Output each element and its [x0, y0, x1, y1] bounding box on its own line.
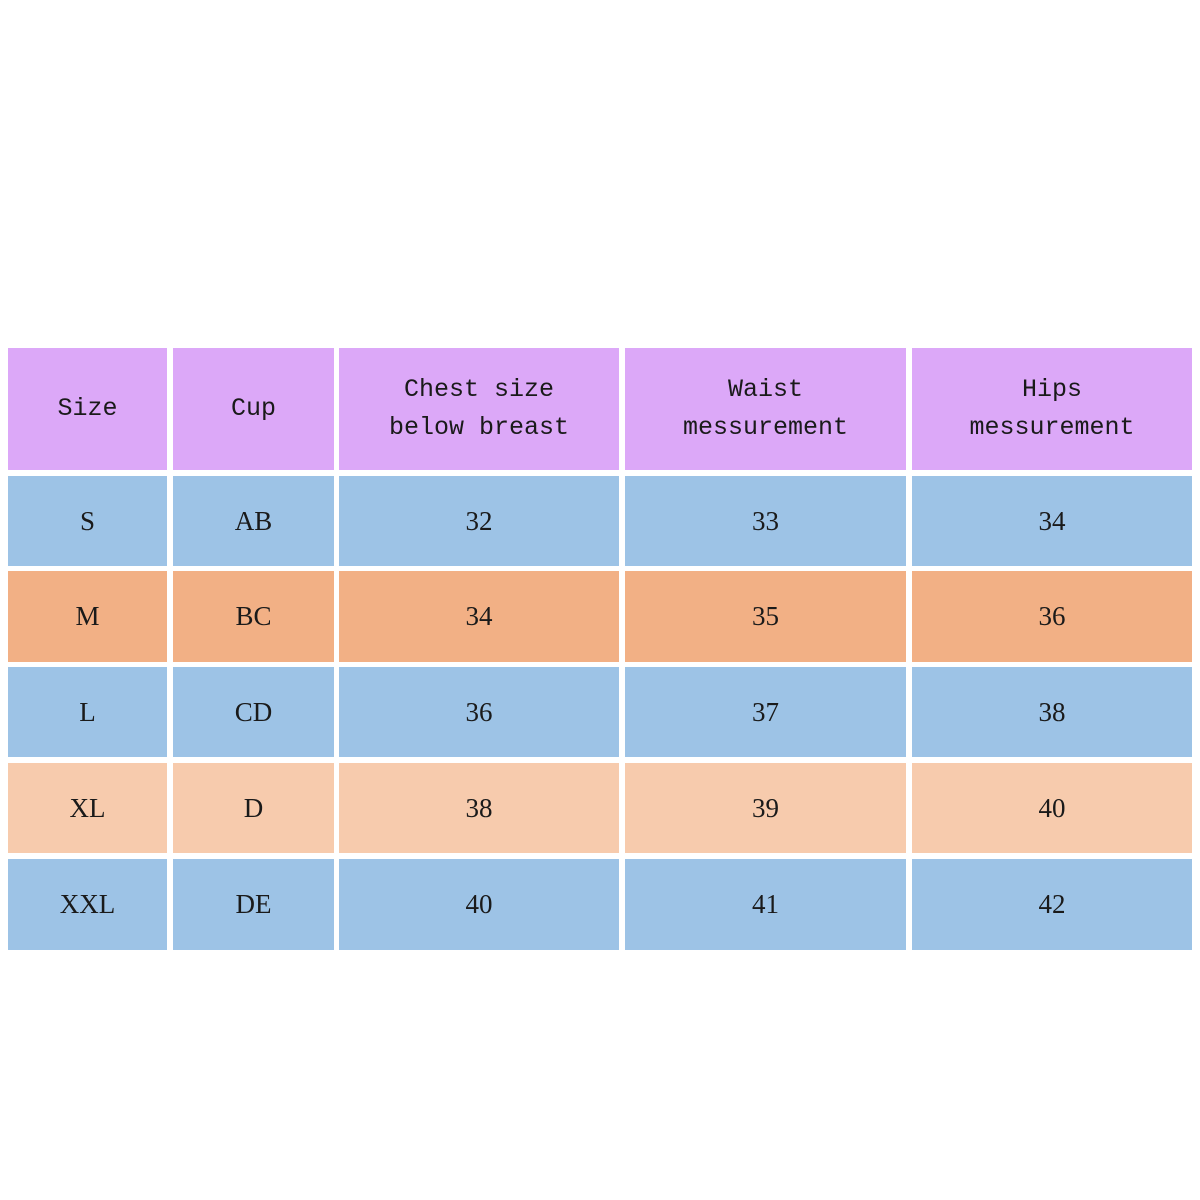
table-cell: 36 — [912, 571, 1192, 662]
table-cell: M — [8, 571, 167, 662]
table-cell: XXL — [8, 859, 167, 950]
table-cell: 39 — [625, 763, 906, 853]
table-cell: 35 — [625, 571, 906, 662]
header-text: Waist — [727, 375, 803, 404]
table-cell: 36 — [339, 667, 619, 757]
table-cell: 41 — [625, 859, 906, 950]
header-text: messurement — [682, 413, 849, 442]
header-text: messurement — [969, 413, 1135, 442]
header-text: Hips — [1021, 375, 1082, 404]
table-cell: BC — [173, 571, 334, 662]
table-cell: 32 — [339, 476, 619, 566]
table-cell: DE — [173, 859, 334, 950]
header-cell: Cup — [173, 348, 334, 470]
table-cell: D — [173, 763, 334, 853]
table-cell: L — [8, 667, 167, 757]
header-text: Size — [57, 394, 118, 423]
table-cell: AB — [173, 476, 334, 566]
header-text: Cup — [230, 394, 276, 423]
table-cell: 40 — [339, 859, 619, 950]
header-cell: Chest size below breast — [339, 348, 619, 470]
header-text: below breast — [388, 413, 570, 442]
table-cell: 34 — [912, 476, 1192, 566]
table-cell: XL — [8, 763, 167, 853]
table-cell: 37 — [625, 667, 906, 757]
table-cell: 33 — [625, 476, 906, 566]
header-text: Chest size — [403, 375, 555, 404]
table-cell: 38 — [339, 763, 619, 853]
header-cell: Size — [8, 348, 167, 470]
table-cell: 40 — [912, 763, 1192, 853]
table-cell: 42 — [912, 859, 1192, 950]
table-cell: S — [8, 476, 167, 566]
table-cell: 34 — [339, 571, 619, 662]
table-cell: 38 — [912, 667, 1192, 757]
table-cell: CD — [173, 667, 334, 757]
header-cell: Waist messurement — [625, 348, 906, 470]
header-cell: Hips messurement — [912, 348, 1192, 470]
